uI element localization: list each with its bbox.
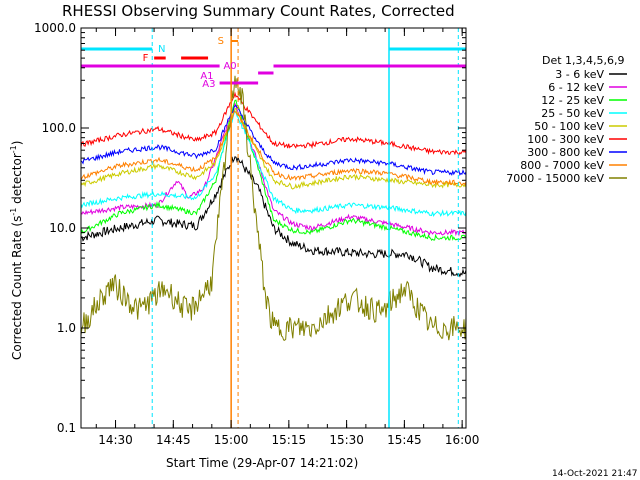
series-line-0: [80, 155, 467, 278]
legend-label: 100 - 300 keV: [527, 133, 604, 146]
legend-title: Det 1,3,4,5,6,9: [542, 54, 625, 67]
y-axis-label-sup2: -1: [9, 145, 18, 153]
x-tick-label: 14:45: [156, 433, 191, 447]
series-line-4: [80, 108, 467, 190]
x-axis-ticks: 14:30 14:45 15:00 15:15 15:30 15:45 16:00: [95, 28, 480, 447]
x-tick-label: 16:00: [445, 433, 480, 447]
legend-label: 300 - 800 keV: [527, 146, 604, 159]
y-axis-label-end: ): [10, 141, 24, 146]
series-line-2: [80, 99, 467, 242]
attenuator-label-a3: A3: [202, 79, 215, 90]
attenuator-label-a0: A0: [223, 61, 236, 72]
legend-label: 6 - 12 keV: [548, 81, 604, 94]
series-line-6: [80, 104, 467, 177]
x-tick-label: 15:30: [329, 433, 364, 447]
y-axis-label: Corrected Count Rate (s-1 detector-1): [9, 141, 24, 360]
saa-label: S: [218, 36, 224, 47]
night-label: N: [158, 44, 165, 55]
legend-label: 800 - 7000 keV: [520, 159, 604, 172]
legend-label: 3 - 6 keV: [555, 68, 604, 81]
y-axis-ticks: 1000.0 100.0 10.0 1.0 0.1: [34, 21, 466, 435]
y-tick-label: 100.0: [42, 121, 76, 135]
series-line-3: [80, 109, 467, 218]
x-axis-label: Start Time (29-Apr-07 14:21:02): [166, 456, 358, 470]
chart-title: RHESSI Observing Summary Count Rates, Co…: [62, 2, 455, 20]
legend-label: 12 - 25 keV: [541, 94, 604, 107]
timestamp: 14-Oct-2021 21:47: [552, 469, 637, 479]
x-tick-label: 15:15: [272, 433, 307, 447]
x-tick-label: 15:00: [214, 433, 249, 447]
y-axis-label-sup1: -1: [9, 208, 18, 216]
legend-label: 50 - 100 keV: [534, 120, 604, 133]
series-line-7: [80, 110, 467, 187]
y-tick-label: 1.0: [57, 321, 76, 335]
y-axis-label-main: Corrected Count Rate (s: [10, 216, 24, 360]
legend-label: 7000 - 15000 keV: [506, 172, 604, 185]
x-tick-label: 14:30: [98, 433, 133, 447]
legend-label: 25 - 50 keV: [541, 107, 604, 120]
flare-label: F: [143, 53, 149, 64]
plot-frame: [80, 27, 467, 429]
series-line-8: [80, 75, 467, 341]
y-axis-label-mid: detector: [10, 153, 24, 208]
x-tick-label: 15:45: [387, 433, 422, 447]
y-tick-label: 0.1: [57, 421, 76, 435]
attenuator-label-a1: A1: [200, 71, 213, 82]
y-tick-label: 1000.0: [34, 21, 76, 35]
y-tick-label: 10.0: [49, 221, 76, 235]
series-line-5: [80, 91, 467, 156]
